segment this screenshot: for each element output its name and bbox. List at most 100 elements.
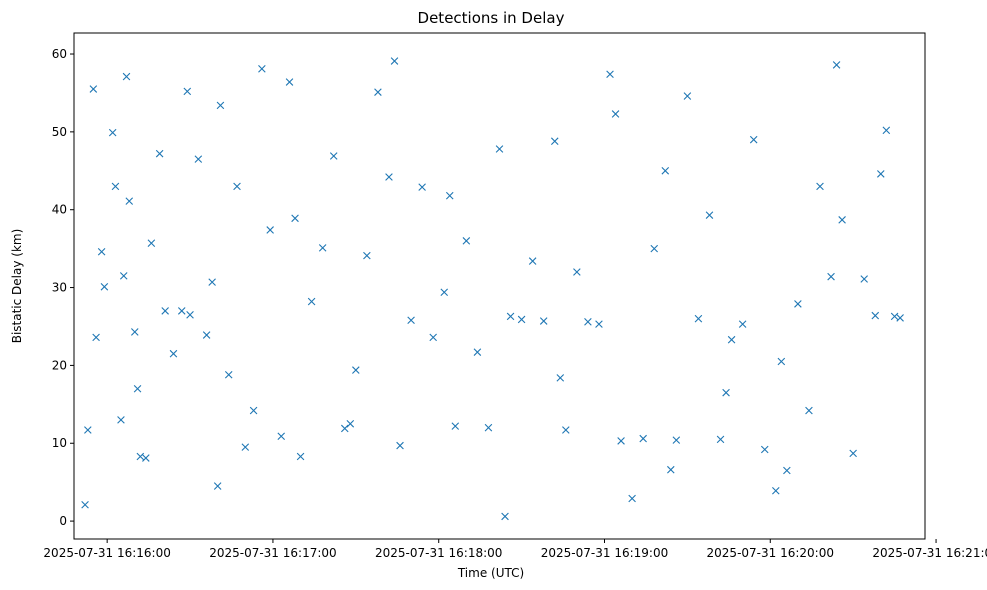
data-point <box>241 443 250 451</box>
data-point <box>705 211 714 219</box>
data-point <box>827 272 835 281</box>
x-tick-label: 2025-07-31 16:17:00 <box>209 546 336 560</box>
data-point <box>111 182 120 191</box>
y-axis-label: Bistatic Delay (km) <box>10 229 24 344</box>
data-point <box>838 216 846 224</box>
data-point <box>133 384 142 393</box>
data-point <box>307 297 316 306</box>
data-point <box>119 272 128 280</box>
plot-frame <box>73 32 926 540</box>
data-point <box>501 512 509 521</box>
data-point <box>258 65 266 73</box>
data-point <box>296 452 305 461</box>
data-point <box>606 70 614 79</box>
chart-title: Detections in Delay <box>418 9 565 27</box>
data-point <box>208 278 216 286</box>
data-point <box>125 197 134 205</box>
data-point <box>667 465 675 474</box>
data-point <box>340 424 349 433</box>
data-point <box>528 257 537 265</box>
y-tick-label: 50 <box>52 125 67 139</box>
data-point <box>683 92 692 100</box>
data-point <box>142 454 150 462</box>
x-axis-label: Time (UTC) <box>457 566 524 580</box>
data-point <box>794 300 802 308</box>
data-point <box>517 315 526 324</box>
data-point <box>749 135 758 144</box>
x-tick-label: 2025-07-31 16:19:00 <box>541 546 668 560</box>
data-point <box>216 101 225 110</box>
scatter-points <box>81 57 904 521</box>
data-point <box>783 466 791 475</box>
data-point <box>661 166 670 175</box>
data-point <box>224 370 233 379</box>
data-point <box>816 182 824 191</box>
data-point <box>896 314 904 322</box>
data-point <box>130 328 139 336</box>
data-point <box>777 357 786 366</box>
data-point <box>390 57 399 65</box>
data-point <box>97 247 106 256</box>
data-point <box>440 288 449 297</box>
x-tick-label: 2025-07-31 16:20:00 <box>707 546 834 560</box>
data-point <box>882 126 891 135</box>
data-point <box>484 423 493 432</box>
data-point <box>161 307 169 315</box>
data-point <box>418 183 426 191</box>
data-point <box>155 149 164 158</box>
data-point <box>363 251 371 260</box>
data-point <box>694 314 703 323</box>
y-tick-label: 20 <box>52 358 67 372</box>
data-point <box>169 349 178 358</box>
data-point <box>628 494 636 503</box>
data-point <box>550 137 559 145</box>
data-point <box>266 226 274 234</box>
data-point <box>385 173 393 181</box>
data-point <box>285 78 294 86</box>
data-point <box>233 182 241 191</box>
data-point <box>213 482 222 490</box>
data-point <box>562 426 570 434</box>
data-point <box>639 434 647 443</box>
data-point <box>716 435 725 444</box>
data-point <box>177 307 186 315</box>
data-point <box>89 85 98 93</box>
data-point <box>346 419 355 428</box>
data-point <box>329 152 338 160</box>
data-point <box>573 268 581 276</box>
data-point <box>772 486 780 495</box>
data-point <box>877 170 885 178</box>
data-point <box>396 441 404 450</box>
data-point <box>650 244 659 253</box>
data-point <box>277 432 286 441</box>
data-point <box>556 374 565 382</box>
data-point <box>186 311 194 319</box>
data-point <box>539 317 548 325</box>
data-point <box>871 311 880 320</box>
data-point <box>738 320 747 328</box>
data-point <box>183 87 192 96</box>
data-point <box>462 237 471 245</box>
data-point <box>495 145 504 153</box>
data-point <box>117 416 125 424</box>
y-tick-label: 10 <box>52 436 67 450</box>
data-point <box>722 388 730 397</box>
data-point <box>506 312 515 321</box>
x-tick-label: 2025-07-31 16:18:00 <box>375 546 502 560</box>
data-point <box>81 500 89 509</box>
data-point <box>473 348 482 356</box>
data-point <box>352 366 360 374</box>
data-point <box>249 406 258 415</box>
data-point <box>194 155 203 163</box>
x-axis: 2025-07-31 16:16:00 2025-07-31 16:17:00 20… <box>43 539 987 560</box>
x-tick-label: 2025-07-31 16:16:00 <box>43 546 170 560</box>
data-point <box>136 452 145 461</box>
data-point <box>584 318 592 326</box>
data-point <box>374 88 382 96</box>
data-point <box>849 449 857 458</box>
data-point <box>429 333 437 342</box>
y-tick-label: 30 <box>52 281 67 295</box>
data-point <box>122 72 131 81</box>
data-point <box>672 436 681 444</box>
